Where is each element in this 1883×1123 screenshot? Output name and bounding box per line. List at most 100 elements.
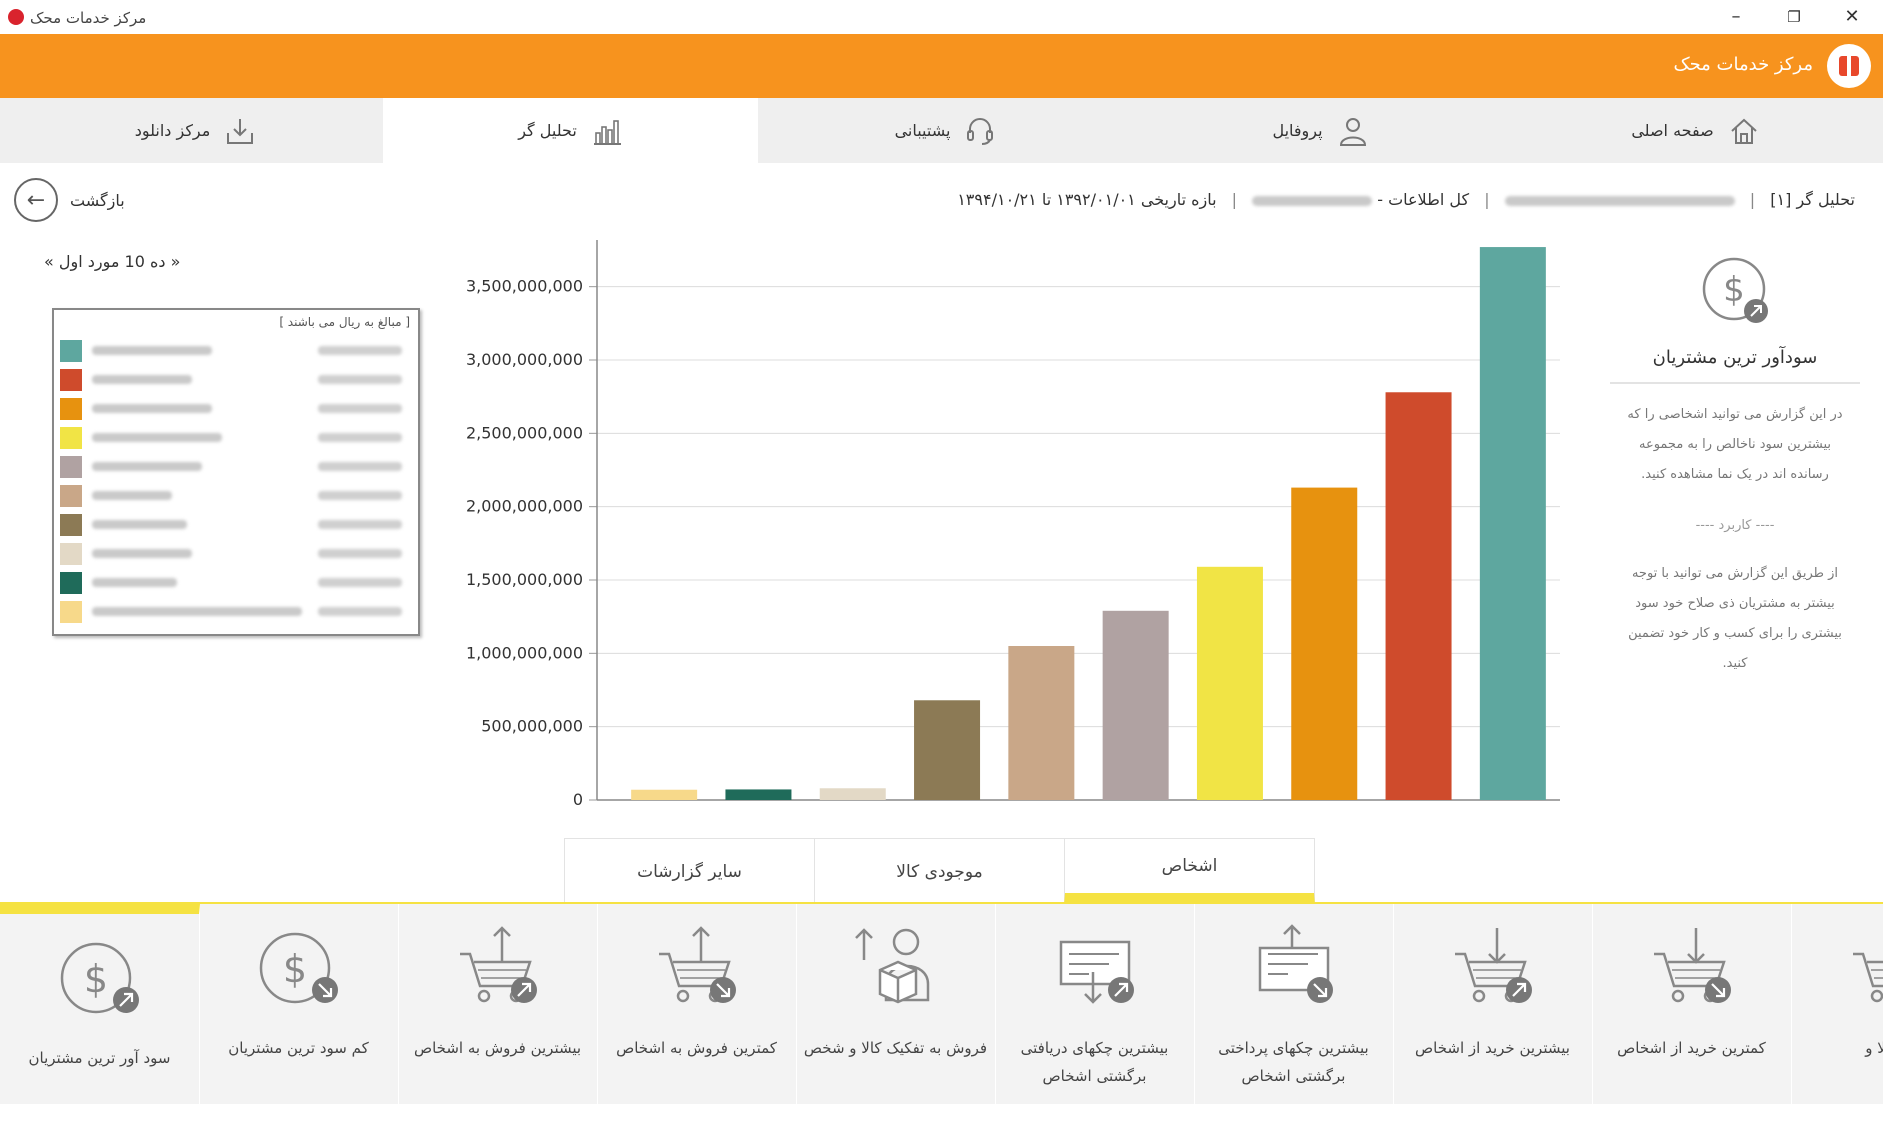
report-usage: از طریق این گزارش می توانید با توجه بیشت… (1628, 566, 1842, 671)
legend-name-redacted (92, 491, 172, 500)
tab-persons[interactable]: اشخاص (1064, 838, 1315, 905)
nav-tab-label: مرکز دانلود (134, 121, 211, 140)
legend-swatch (60, 427, 82, 449)
chart-bar[interactable] (1291, 487, 1358, 800)
bar-chart: 0 500,000,000 1,000,000,000 1,500,000,000 2,… (466, 240, 1560, 809)
legend-name-redacted (92, 375, 192, 384)
nav-tab-label: پشتیبانی (894, 121, 951, 140)
breadcrumb: تحلیل گر [۱] | | کل اطلاعات - | بازه تار… (957, 190, 1855, 209)
svg-text:$: $ (83, 957, 107, 1001)
legend-swatch (60, 340, 82, 362)
legend-name-redacted (92, 520, 187, 529)
breadcrumb-subject-redacted (1252, 195, 1373, 206)
headset-icon (967, 117, 994, 145)
report-tile-label: بیشترین چکهای پرداختی برگشتی اشخاص (1218, 1039, 1369, 1085)
chart-legend: [ مبالغ به ریال می باشند ] (52, 308, 420, 636)
legend-item (60, 483, 410, 509)
chart-bar[interactable] (819, 788, 886, 800)
report-tile[interactable]: ک کالا و (1791, 904, 1883, 1104)
svg-text:$: $ (282, 947, 306, 991)
chart-bar[interactable] (1008, 646, 1075, 800)
chart-bar[interactable] (914, 700, 981, 800)
brand-logo-icon (1827, 44, 1871, 88)
y-tick-label: 1,000,000,000 (466, 643, 583, 662)
close-button[interactable]: ✕ (1844, 6, 1860, 27)
app-logo-icon (8, 9, 24, 25)
chart-bar[interactable] (1385, 392, 1452, 800)
report-tile-label: بیشترین فروش به اشخاص (413, 1039, 582, 1057)
legend-swatch (60, 485, 82, 507)
tab-other-reports[interactable]: سایر گزارشات (564, 838, 815, 905)
nav-tab-analyzer[interactable]: تحلیل گر (383, 98, 758, 163)
report-tile[interactable]: بیشترین چکهای پرداختی برگشتی اشخاص (1194, 904, 1394, 1104)
user-icon (1339, 117, 1366, 146)
legend-item (60, 367, 410, 393)
report-tile[interactable]: بیشترین چکهای دریافتی برگشتی اشخاص (995, 904, 1195, 1104)
report-tile[interactable]: کمترین فروش به اشخاص (597, 904, 797, 1104)
report-info-panel: $ سودآور ترین مشتریان در این گزارش می تو… (1610, 255, 1860, 679)
cart-in-up-icon (1454, 928, 1532, 1003)
y-tick-label: 3,000,000,000 (466, 350, 583, 369)
legend-name-redacted (92, 462, 202, 471)
dollar-up-icon: $ (60, 942, 139, 1014)
report-tile[interactable]: $ کم سود ترین مشتریان (199, 904, 399, 1104)
chart-bar[interactable] (1196, 566, 1263, 800)
report-description: در این گزارش می توانید اشخاصی را که بیشت… (1627, 407, 1843, 482)
nav-tab-home[interactable]: صفحه اصلی (1508, 98, 1883, 163)
chart-bar[interactable] (725, 789, 792, 800)
nav-tab-download[interactable]: مرکز دانلود (8, 98, 383, 163)
report-tile-label: کمترین فروش به اشخاص (616, 1039, 777, 1057)
restore-button[interactable]: ❐ (1787, 8, 1801, 26)
report-tile-label: بیشترین خرید از اشخاص (1415, 1039, 1570, 1057)
chart-bar[interactable] (1479, 247, 1546, 801)
legend-swatch (60, 572, 82, 594)
report-tile[interactable]: کمترین خرید از اشخاص (1592, 904, 1792, 1104)
legend-item (60, 541, 410, 567)
cart-partial-icon (1852, 952, 1883, 1003)
legend-swatch (60, 456, 82, 478)
box-person-icon (854, 928, 929, 1004)
report-tile[interactable]: فروش به تفکیک کالا و شخص (796, 904, 996, 1104)
nav-tab-label: تحلیل گر (518, 121, 577, 140)
legend-value-redacted (318, 375, 402, 384)
legend-swatch (60, 514, 82, 536)
nav-tab-label: صفحه اصلی (1631, 121, 1714, 140)
breadcrumb-company-redacted (1504, 195, 1735, 206)
nav-tab-profile[interactable]: پروفایل (1133, 98, 1508, 163)
report-tile[interactable]: بیشترین خرید از اشخاص (1393, 904, 1593, 1104)
y-tick-label: 3,500,000,000 (466, 277, 583, 296)
cart-in-down-icon (1653, 928, 1731, 1003)
tab-inventory[interactable]: موجودی کالا (814, 838, 1065, 905)
report-tile-label: بیشترین چکهای دریافتی برگشتی اشخاص (1020, 1039, 1169, 1085)
back-label: بازگشت (70, 190, 125, 210)
check-paid-icon (1258, 924, 1333, 1003)
legend-swatch (60, 398, 82, 420)
chart-bar[interactable] (1102, 610, 1169, 800)
check-received-icon (1059, 940, 1134, 1004)
brand-name: مرکز خدمات محک (1673, 54, 1813, 75)
legend-value-redacted (318, 520, 402, 529)
top-10-label[interactable]: « ده 10 مورد اول » (44, 252, 181, 271)
report-tile[interactable]: بیشترین فروش به اشخاص (398, 904, 598, 1104)
report-tile[interactable]: $ سود آور ترین مشتریان (0, 904, 200, 1104)
window-title: مرکز خدمات محک (30, 9, 147, 27)
legend-value-redacted (318, 549, 402, 558)
legend-name-redacted (92, 578, 177, 587)
back-button[interactable]: ← بازگشت (14, 178, 125, 222)
legend-value-redacted (318, 578, 402, 587)
nav-tab-label: پروفایل (1272, 121, 1323, 140)
arrow-left-icon: ← (14, 178, 58, 222)
y-tick-label: 0 (573, 790, 583, 809)
legend-item (60, 338, 410, 364)
app-header: مرکز خدمات محک (0, 34, 1883, 98)
cart-down-icon (658, 926, 736, 1003)
chart-bar[interactable] (631, 789, 698, 800)
minimize-button[interactable]: – (1731, 6, 1741, 27)
nav-tab-support[interactable]: پشتیبانی (758, 98, 1133, 163)
home-icon (1730, 118, 1757, 144)
report-tile-label: سود آور ترین مشتریان (28, 1049, 171, 1067)
legend-item (60, 570, 410, 596)
legend-name-redacted (92, 433, 222, 442)
breadcrumb-analyzer: تحلیل گر [۱] (1770, 190, 1855, 209)
y-tick-label: 500,000,000 (481, 717, 583, 736)
